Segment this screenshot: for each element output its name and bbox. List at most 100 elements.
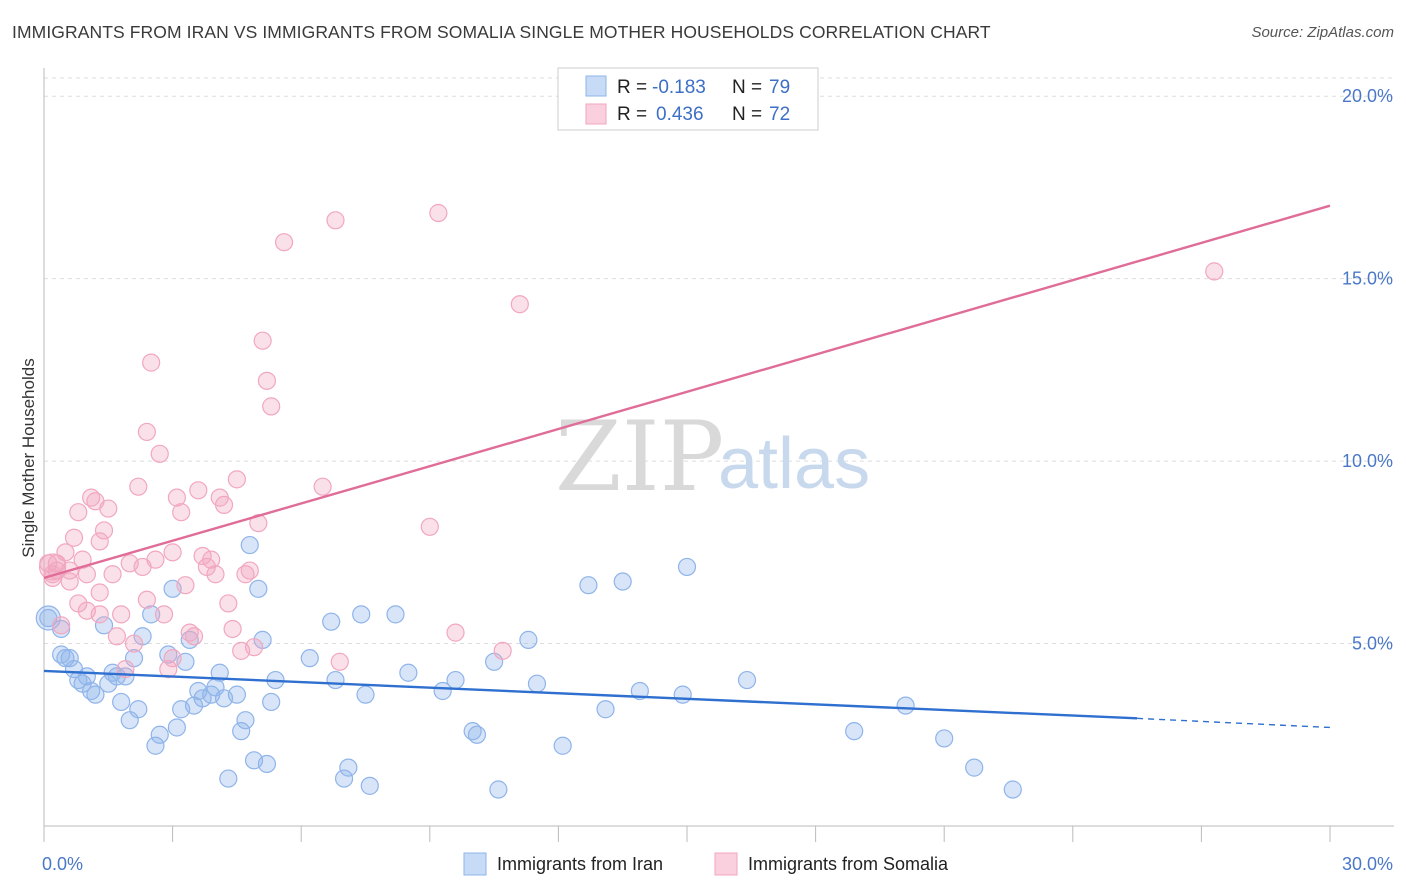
point-iran [249, 579, 268, 598]
point-somalia [446, 623, 465, 642]
y-tick-label: 10.0% [1342, 451, 1393, 471]
point-somalia [150, 444, 169, 463]
chart-source: Source: ZipAtlas.com [1251, 24, 1394, 41]
trend-line-iran-extrapolated [1137, 717, 1331, 729]
point-somalia [330, 652, 349, 671]
trend-line-iran [43, 669, 1138, 720]
legend-r-value-iran: -0.183 [652, 77, 706, 98]
point-somalia [227, 470, 246, 489]
point-iran [553, 736, 572, 755]
point-somalia [90, 605, 109, 624]
point-somalia [176, 576, 195, 595]
bottom-legend-label-somalia: Immigrants from Somalia [748, 854, 949, 874]
point-somalia [90, 532, 109, 551]
point-iran [386, 605, 405, 624]
series-somalia [38, 203, 1224, 679]
point-somalia [184, 627, 204, 646]
trend-lines [43, 204, 1331, 729]
point-iran [167, 718, 186, 737]
point-iran [673, 685, 692, 704]
point-iran [210, 663, 229, 682]
point-somalia [129, 477, 148, 496]
point-somalia [64, 528, 84, 547]
point-iran [613, 572, 632, 591]
point-iran [677, 557, 697, 577]
point-somalia [73, 550, 92, 569]
point-somalia [244, 638, 264, 657]
point-iran [467, 725, 487, 744]
point-iran [935, 729, 954, 748]
point-somalia [60, 572, 79, 591]
point-iran [527, 674, 547, 693]
legend-r-label-iran: R = [617, 77, 647, 98]
point-somalia [167, 488, 186, 507]
watermark: ZIP atlas [555, 401, 870, 513]
legend-bottom: Immigrants from Iran Immigrants from Som… [463, 852, 949, 876]
point-iran [146, 736, 165, 755]
x-tick-label-min: 0.0% [42, 854, 83, 874]
point-iran [1003, 780, 1022, 799]
bottom-legend-swatch-iran [463, 852, 487, 876]
point-iran [86, 685, 105, 704]
legend-n-value-iran: 79 [769, 77, 790, 98]
series-iran [35, 535, 1022, 799]
x-tick-label-max: 30.0% [1342, 854, 1393, 874]
point-somalia [159, 660, 178, 679]
watermark-atlas: atlas [718, 424, 870, 504]
point-somalia [219, 594, 238, 613]
y-axis-title: Single Mother Households [19, 358, 38, 557]
point-somalia [214, 495, 234, 515]
point-somalia [137, 422, 156, 442]
legend-n-value-somalia: 72 [769, 104, 790, 125]
legend-swatch-somalia [585, 103, 607, 125]
point-somalia [202, 550, 221, 569]
tick-labels: 5.0% 10.0% 15.0% 20.0% 0.0% 30.0% [42, 86, 1393, 874]
point-iran [60, 649, 79, 668]
bottom-legend-label-iran: Immigrants from Iran [497, 854, 663, 874]
point-iran [236, 711, 255, 730]
y-tick-label: 5.0% [1352, 634, 1393, 654]
legend-n-label-somalia: N = [732, 104, 762, 125]
point-somalia [163, 543, 182, 562]
point-somalia [52, 616, 71, 635]
y-tick-label: 15.0% [1342, 269, 1393, 289]
point-somalia [146, 550, 165, 569]
point-somalia [112, 605, 131, 624]
point-somalia [103, 565, 122, 584]
point-somalia [493, 641, 512, 660]
point-iran [94, 616, 114, 635]
point-somalia [326, 211, 345, 230]
y-tick-label: 20.0% [1342, 86, 1393, 106]
point-somalia [420, 517, 439, 536]
point-iran [334, 769, 354, 788]
point-somalia [163, 649, 182, 668]
legend-r-value-somalia: 0.436 [656, 104, 704, 125]
point-iran [737, 670, 757, 690]
watermark-zip: ZIP [555, 401, 724, 513]
point-somalia [206, 565, 225, 584]
point-iran [446, 670, 465, 690]
point-iran [142, 605, 161, 624]
point-iran [240, 535, 259, 555]
point-iran [232, 722, 251, 741]
point-iran [896, 696, 915, 715]
point-iran [326, 670, 345, 690]
point-iran [322, 612, 341, 631]
point-iran [630, 681, 649, 701]
trend-line-somalia [43, 204, 1331, 580]
point-somalia [142, 353, 161, 372]
point-iran [339, 758, 358, 777]
point-iran [965, 758, 984, 777]
point-somalia [154, 605, 174, 624]
legend-r-label-somalia: R = [617, 104, 647, 125]
grid-lines [44, 77, 1394, 645]
bottom-legend-swatch-somalia [714, 852, 738, 876]
point-iran [112, 692, 131, 712]
point-somalia [90, 583, 109, 602]
point-somalia [1205, 262, 1224, 281]
point-iran [356, 685, 375, 704]
point-somalia [510, 295, 529, 314]
point-somalia [69, 503, 88, 522]
point-iran [845, 722, 864, 741]
